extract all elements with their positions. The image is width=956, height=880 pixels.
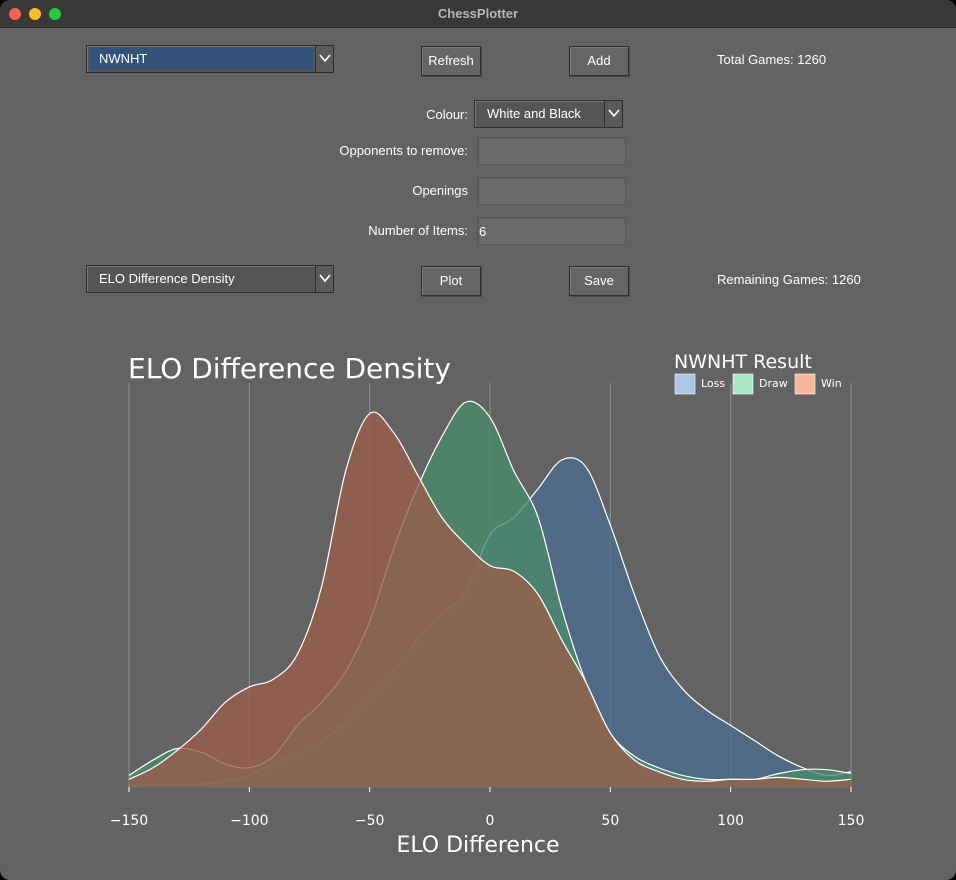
player-select[interactable]: NWNHT — [86, 45, 334, 73]
plot-type-select-value: ELO Difference Density — [99, 271, 235, 286]
legend-swatch-win — [794, 373, 816, 395]
total-games-label: Total Games: 1260 — [717, 52, 827, 67]
legend-label-win: Win — [821, 377, 842, 390]
x-tick-label: −100 — [230, 813, 268, 829]
opponents-label: Opponents to remove: — [339, 143, 468, 158]
x-tick-label: 150 — [838, 813, 865, 829]
legend-label-draw: Draw — [759, 377, 788, 390]
number-of-items-input[interactable]: 6 — [477, 217, 626, 245]
number-of-items-label: Number of Items: — [368, 223, 468, 238]
minimize-window-button[interactable] — [29, 8, 41, 20]
add-button[interactable]: Add — [569, 46, 629, 76]
colour-select[interactable]: White and Black — [474, 100, 623, 128]
chevron-down-icon[interactable] — [315, 266, 333, 292]
plot-type-select[interactable]: ELO Difference Density — [86, 265, 334, 293]
x-tick-label: 100 — [717, 813, 744, 829]
x-tick-label: 0 — [486, 813, 495, 829]
window-title: ChessPlotter — [437, 6, 519, 21]
x-tick-label: −50 — [355, 813, 385, 829]
opponents-input[interactable] — [477, 137, 626, 165]
remaining-games-label: Remaining Games: 1260 — [717, 272, 861, 287]
refresh-button[interactable]: Refresh — [421, 46, 481, 76]
curve-win — [128, 411, 852, 782]
number-of-items-value: 6 — [479, 224, 487, 239]
player-select-value: NWNHT — [99, 51, 148, 66]
x-tick-label: 50 — [601, 813, 619, 829]
openings-input[interactable] — [477, 177, 626, 205]
maximize-window-button[interactable] — [49, 8, 61, 20]
legend-swatch-draw — [732, 373, 754, 395]
chevron-down-icon[interactable] — [604, 101, 622, 127]
legend-label-loss: Loss — [701, 377, 725, 390]
title-bar: ChessPlotter — [0, 0, 956, 28]
plot-button[interactable]: Plot — [421, 266, 481, 296]
legend-title: NWNHT Result — [674, 351, 812, 373]
chevron-down-icon[interactable] — [315, 46, 333, 72]
chart-areas — [128, 400, 852, 787]
colour-label: Colour: — [426, 107, 468, 122]
legend: NWNHT Result Loss Draw Win — [674, 351, 842, 395]
player-select-highlight — [89, 48, 313, 70]
x-tick-label: −150 — [110, 813, 148, 829]
legend-swatch-loss — [674, 373, 696, 395]
colour-select-value: White and Black — [487, 106, 581, 121]
save-button[interactable]: Save — [569, 266, 629, 296]
x-axis-label: ELO Difference — [396, 833, 559, 858]
chart-title: ELO Difference Density — [128, 352, 451, 385]
area-win — [129, 412, 851, 787]
close-window-button[interactable] — [9, 8, 21, 20]
x-ticks: −150 −100 −50 0 50 100 150 — [110, 787, 865, 829]
openings-label: Openings — [412, 183, 468, 198]
